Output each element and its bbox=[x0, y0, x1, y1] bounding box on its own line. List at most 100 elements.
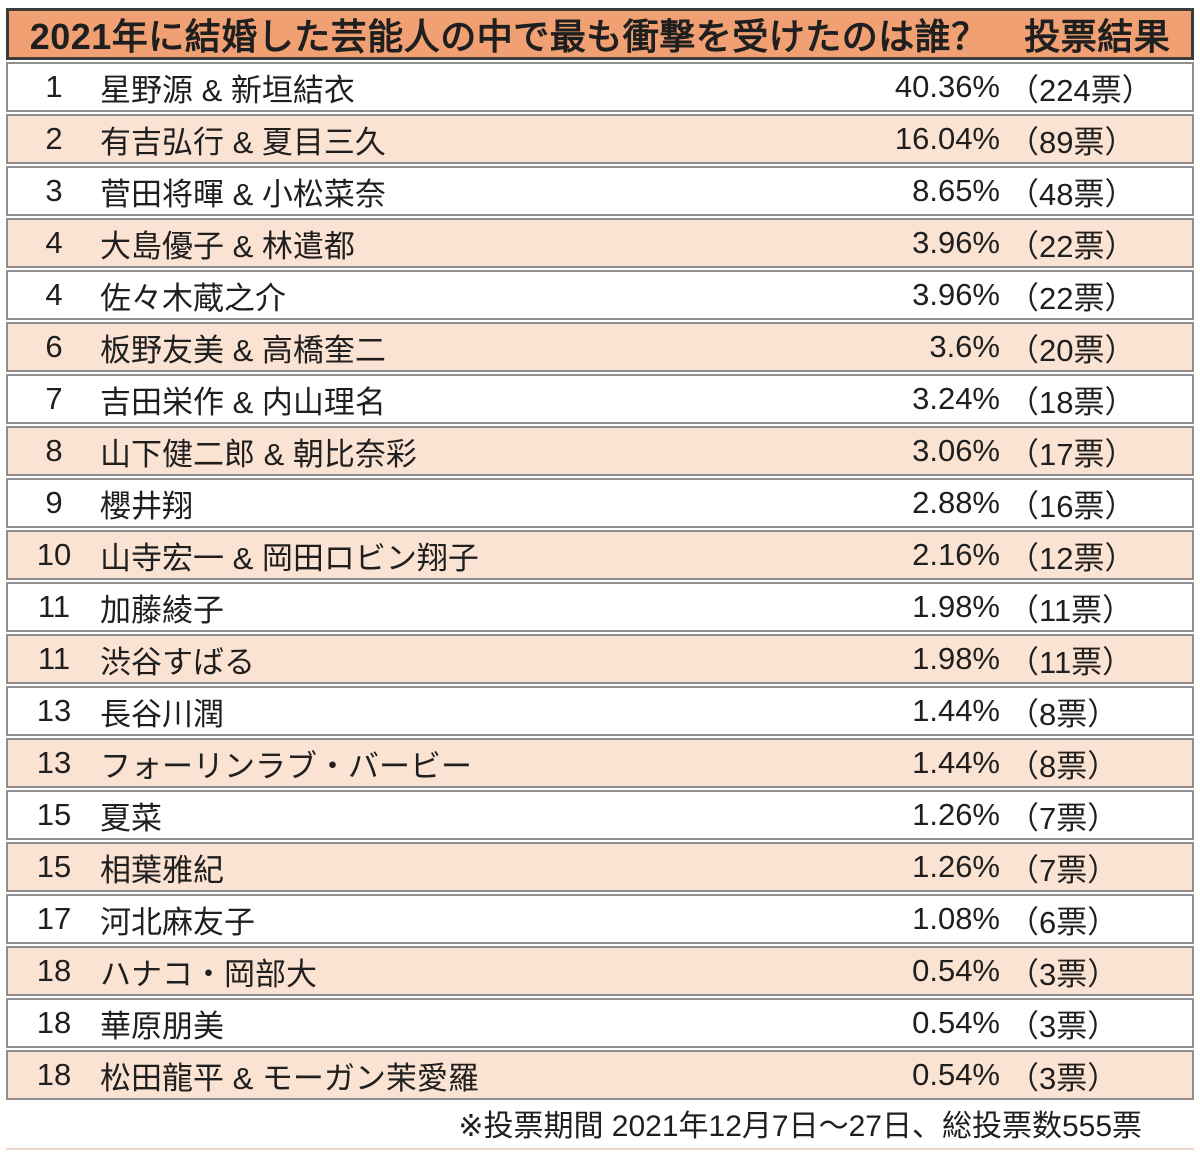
rank-cell: 11 bbox=[37, 641, 71, 676]
percent-cell: 0.54% bbox=[912, 1057, 1000, 1092]
name-cell: ハナコ・岡部大 bbox=[100, 956, 317, 992]
votes-cell: （3票） bbox=[1008, 956, 1119, 992]
votes-cell: （16票） bbox=[1008, 488, 1136, 524]
table-row: 11 加藤綾子 1.98% （11票） bbox=[6, 582, 1194, 632]
votes-cell: （48票） bbox=[1008, 176, 1136, 212]
name-cell: 板野友美 & 高橋奎二 bbox=[100, 332, 386, 368]
table-row: 17 河北麻友子 1.08% （6票） bbox=[6, 894, 1194, 944]
table-row: 2 有吉弘行 & 夏目三久 16.04% （89票） bbox=[6, 114, 1194, 164]
bottom-divider bbox=[6, 1148, 1194, 1150]
votes-cell: （18票） bbox=[1008, 384, 1136, 420]
rank-cell: 18 bbox=[36, 953, 72, 988]
percent-cell: 1.44% bbox=[912, 745, 1000, 780]
votes-cell: （6票） bbox=[1008, 904, 1119, 940]
percent-cell: 3.96% bbox=[912, 277, 1000, 312]
table-row: 6 板野友美 & 高橋奎二 3.6% （20票） bbox=[6, 322, 1194, 372]
votes-cell: （17票） bbox=[1008, 436, 1136, 472]
name-cell: 星野源 & 新垣結衣 bbox=[100, 72, 355, 108]
percent-cell: 3.24% bbox=[912, 381, 1000, 416]
table-row: 15 相葉雅紀 1.26% （7票） bbox=[6, 842, 1194, 892]
rank-cell: 11 bbox=[37, 589, 71, 624]
footer-note: ※投票期間 2021年12月7日〜27日、総投票数555票 bbox=[458, 1110, 1142, 1143]
name-cell: 菅田将暉 & 小松菜奈 bbox=[100, 176, 386, 212]
table-row: 18 松田龍平 & モーガン茉愛羅 0.54% （3票） bbox=[6, 1050, 1194, 1100]
percent-cell: 0.54% bbox=[912, 1005, 1000, 1040]
table-row: 7 吉田栄作 & 内山理名 3.24% （18票） bbox=[6, 374, 1194, 424]
percent-cell: 40.36% bbox=[894, 69, 1000, 104]
rank-cell: 9 bbox=[45, 485, 63, 520]
poll-results-table: 2021年に結婚した芸能人の中で最も衝撃を受けたのは誰？ 投票結果 1 星野源 … bbox=[6, 8, 1194, 1150]
percent-cell: 1.44% bbox=[912, 693, 1000, 728]
votes-cell: （7票） bbox=[1008, 800, 1119, 836]
name-cell: フォーリンラブ・バービー bbox=[100, 748, 472, 784]
table-row: 1 星野源 & 新垣結衣 40.36% （224票） bbox=[6, 62, 1194, 112]
votes-cell: （7票） bbox=[1008, 852, 1119, 888]
percent-cell: 3.96% bbox=[912, 225, 1000, 260]
votes-cell: （8票） bbox=[1008, 696, 1119, 732]
votes-cell: （12票） bbox=[1008, 540, 1136, 576]
name-cell: 山下健二郎 & 朝比奈彩 bbox=[100, 436, 417, 472]
rank-cell: 13 bbox=[36, 693, 72, 728]
percent-cell: 1.98% bbox=[912, 641, 1000, 676]
table-row: 10 山寺宏一 & 岡田ロビン翔子 2.16% （12票） bbox=[6, 530, 1194, 580]
table-row: 18 ハナコ・岡部大 0.54% （3票） bbox=[6, 946, 1194, 996]
rank-cell: 6 bbox=[45, 329, 63, 364]
percent-cell: 1.26% bbox=[912, 849, 1000, 884]
rank-cell: 17 bbox=[36, 901, 72, 936]
table-row: 3 菅田将暉 & 小松菜奈 8.65% （48票） bbox=[6, 166, 1194, 216]
name-cell: 河北麻友子 bbox=[100, 904, 255, 940]
name-cell: 華原朋美 bbox=[100, 1008, 224, 1044]
votes-cell: （22票） bbox=[1008, 280, 1136, 316]
table-body: 1 星野源 & 新垣結衣 40.36% （224票） 2 有吉弘行 & 夏目三久… bbox=[6, 62, 1194, 1100]
table-row: 4 佐々木蔵之介 3.96% （22票） bbox=[6, 270, 1194, 320]
votes-cell: （11票） bbox=[1008, 644, 1134, 680]
rank-cell: 4 bbox=[45, 277, 63, 312]
rank-cell: 2 bbox=[45, 121, 63, 156]
name-cell: 夏菜 bbox=[100, 800, 162, 836]
table-title: 2021年に結婚した芸能人の中で最も衝撃を受けたのは誰？ 投票結果 bbox=[6, 8, 1194, 60]
name-cell: 渋谷すばる bbox=[100, 644, 255, 680]
table-row: 13 フォーリンラブ・バービー 1.44% （8票） bbox=[6, 738, 1194, 788]
table-row: 13 長谷川潤 1.44% （8票） bbox=[6, 686, 1194, 736]
votes-cell: （3票） bbox=[1008, 1008, 1119, 1044]
percent-cell: 3.6% bbox=[929, 329, 1000, 364]
name-cell: 山寺宏一 & 岡田ロビン翔子 bbox=[100, 540, 479, 576]
table-row: 9 櫻井翔 2.88% （16票） bbox=[6, 478, 1194, 528]
percent-cell: 3.06% bbox=[912, 433, 1000, 468]
percent-cell: 1.26% bbox=[912, 797, 1000, 832]
votes-cell: （3票） bbox=[1008, 1060, 1119, 1096]
rank-cell: 15 bbox=[36, 849, 72, 884]
rank-cell: 1 bbox=[45, 69, 63, 104]
percent-cell: 2.88% bbox=[912, 485, 1000, 520]
rank-cell: 15 bbox=[36, 797, 72, 832]
name-cell: 松田龍平 & モーガン茉愛羅 bbox=[100, 1060, 479, 1096]
name-cell: 長谷川潤 bbox=[100, 696, 224, 732]
percent-cell: 16.04% bbox=[894, 121, 1000, 156]
rank-cell: 10 bbox=[36, 537, 72, 572]
name-cell: 吉田栄作 & 内山理名 bbox=[100, 384, 386, 420]
percent-cell: 1.08% bbox=[912, 901, 1000, 936]
rank-cell: 18 bbox=[36, 1057, 72, 1092]
votes-cell: （22票） bbox=[1008, 228, 1136, 264]
rank-cell: 7 bbox=[45, 381, 63, 416]
name-cell: 大島優子 & 林遣都 bbox=[100, 228, 355, 264]
table-row: 15 夏菜 1.26% （7票） bbox=[6, 790, 1194, 840]
votes-cell: （89票） bbox=[1008, 124, 1136, 160]
rank-cell: 3 bbox=[45, 173, 63, 208]
name-cell: 相葉雅紀 bbox=[100, 852, 224, 888]
table-row: 8 山下健二郎 & 朝比奈彩 3.06% （17票） bbox=[6, 426, 1194, 476]
rank-cell: 8 bbox=[45, 433, 63, 468]
table-row: 11 渋谷すばる 1.98% （11票） bbox=[6, 634, 1194, 684]
table-row: 4 大島優子 & 林遣都 3.96% （22票） bbox=[6, 218, 1194, 268]
votes-cell: （224票） bbox=[1008, 72, 1153, 108]
percent-cell: 2.16% bbox=[912, 537, 1000, 572]
name-cell: 有吉弘行 & 夏目三久 bbox=[100, 124, 386, 160]
rank-cell: 13 bbox=[36, 745, 72, 780]
percent-cell: 8.65% bbox=[912, 173, 1000, 208]
table-row: 18 華原朋美 0.54% （3票） bbox=[6, 998, 1194, 1048]
votes-cell: （20票） bbox=[1008, 332, 1136, 368]
percent-cell: 1.98% bbox=[912, 589, 1000, 624]
votes-cell: （11票） bbox=[1008, 592, 1134, 628]
rank-cell: 4 bbox=[45, 225, 63, 260]
votes-cell: （8票） bbox=[1008, 748, 1119, 784]
